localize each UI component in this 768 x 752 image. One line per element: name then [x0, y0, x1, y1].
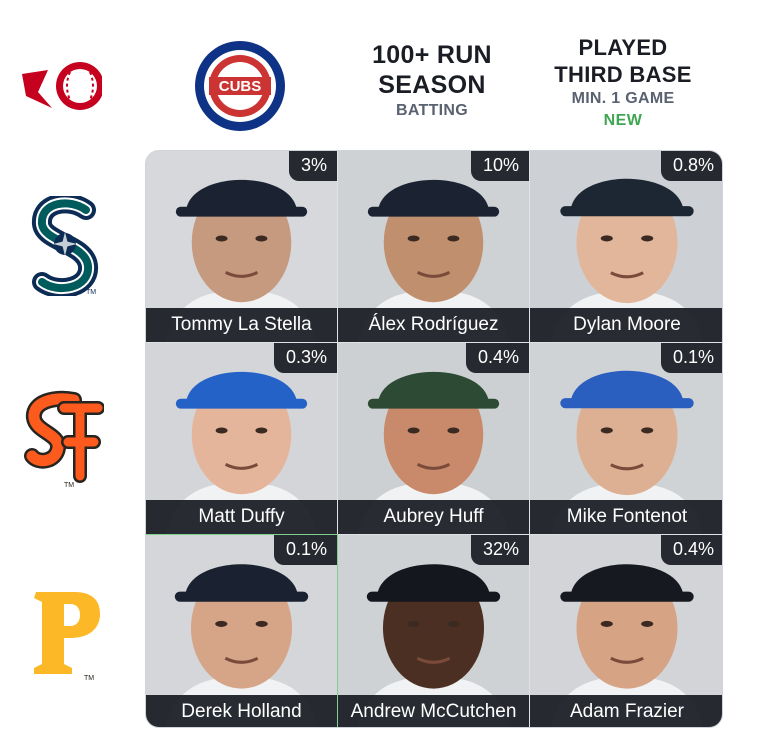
mariners-logo[interactable]: TM — [30, 193, 100, 299]
grid-cell-r3c1[interactable]: 0.1% Derek Holland — [146, 534, 338, 727]
rarity-percentage: 0.1% — [660, 343, 722, 373]
column-header-line2: SEASON — [378, 71, 486, 99]
svg-text:TM: TM — [86, 289, 96, 296]
rarity-percentage: 0.4% — [465, 343, 529, 373]
svg-text:TM: TM — [84, 675, 94, 682]
rarity-percentage: 0.3% — [273, 343, 337, 373]
answer-grid: 3% Tommy La Stella 10% Álex Rodríguez 0.8%… — [145, 150, 723, 728]
grid-cell-r2c3[interactable]: 0.1% Mike Fontenot — [530, 343, 722, 534]
column-header-line2: THIRD BASE — [554, 62, 692, 87]
player-name: Tommy La Stella — [146, 308, 337, 342]
pirates-logo[interactable]: TM — [24, 582, 104, 682]
player-name: Adam Frazier — [530, 695, 722, 727]
grid-cell-r1c2[interactable]: 10% Álex Rodríguez — [338, 151, 529, 342]
svg-text:TM: TM — [64, 482, 74, 488]
new-badge: NEW — [603, 112, 643, 129]
cubs-logo-text: CUBS — [219, 78, 262, 95]
rarity-percentage: 10% — [470, 151, 529, 181]
grid-cell-r1c3[interactable]: 0.8% Dylan Moore — [530, 151, 722, 342]
cubs-logo[interactable]: CUBS — [193, 39, 287, 133]
rarity-percentage: 32% — [470, 535, 529, 565]
column-header-third-base: PLAYED THIRD BASE MIN. 1 GAME NEW — [528, 34, 718, 132]
player-name: Dylan Moore — [530, 308, 722, 342]
rarity-percentage: 0.8% — [660, 151, 722, 181]
column-header-line1: PLAYED — [578, 35, 668, 60]
player-name: Aubrey Huff — [338, 500, 529, 534]
column-header-line1: 100+ RUN — [372, 41, 492, 69]
giants-logo[interactable]: TM — [24, 390, 105, 489]
player-name: Álex Rodríguez — [338, 308, 529, 342]
rarity-percentage: 3% — [288, 151, 337, 181]
grid-cell-r1c1[interactable]: 3% Tommy La Stella — [146, 151, 337, 342]
grid-cell-r2c1[interactable]: 0.3% Matt Duffy — [146, 343, 337, 534]
column-header-sub: BATTING — [395, 102, 468, 119]
grid-cell-r2c2[interactable]: 0.4% Aubrey Huff — [338, 343, 529, 534]
rarity-percentage: 0.4% — [660, 535, 722, 565]
grid-cell-r3c3[interactable]: 0.4% Adam Frazier — [530, 535, 722, 727]
grid-cell-r3c2[interactable]: 32% Andrew McCutchen — [338, 535, 529, 727]
immaculate-grid-logo — [18, 52, 104, 116]
player-name: Matt Duffy — [146, 500, 337, 534]
column-header-sub: MIN. 1 GAME — [571, 90, 675, 107]
player-name: Mike Fontenot — [530, 500, 722, 534]
column-header-100-run-season: 100+ RUN SEASON BATTING — [337, 40, 527, 122]
player-name: Derek Holland — [146, 695, 337, 727]
rarity-percentage: 0.1% — [273, 535, 337, 565]
player-name: Andrew McCutchen — [338, 695, 529, 727]
